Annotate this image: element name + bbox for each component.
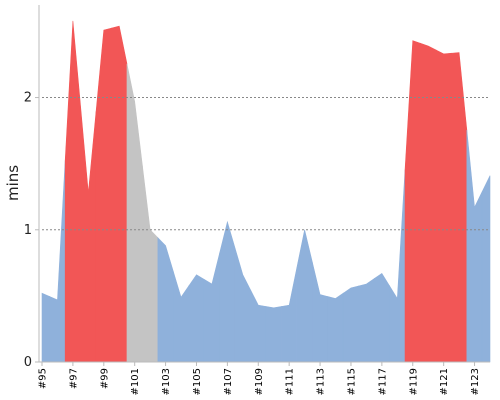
area-segment-build-118 [389,169,406,363]
x-tick-label: #121 [439,368,450,395]
x-tick-label: #107 [223,368,234,395]
area-segment-build-123 [466,129,483,363]
area-segment-build-117 [373,272,390,363]
x-tick-label: #113 [316,368,327,395]
x-tick-label: #119 [408,368,419,395]
x-tick-label: #115 [347,368,358,395]
area-segment-build-104 [173,271,190,363]
y-tick-label: 0 [24,355,32,370]
x-tick-label: #99 [99,368,110,389]
y-axis-label: mins [4,165,22,201]
area-segment-build-100 [111,25,128,363]
area-segment-build-110 [265,306,282,363]
area-segment-build-113 [312,262,329,363]
x-tick-label: #117 [377,368,388,395]
area-segment-build-115 [342,285,359,363]
area-segment-build-102 [142,165,159,363]
area-segment-build-121 [435,49,452,363]
area-segment-build-124 [481,175,491,363]
area-segment-build-107 [219,220,236,363]
area-segment-build-96 [49,160,66,363]
area-segment-build-106 [203,252,220,363]
area-segment-build-105 [188,274,205,363]
area-segment-build-103 [157,236,174,363]
area-segment-build-109 [250,289,267,363]
area-segment-build-120 [420,42,437,363]
y-axis: 0 1 2 [24,5,40,370]
area-segment-build-114 [327,292,344,363]
y-tick-label: 1 [24,223,32,238]
x-tick-label: #95 [38,368,49,389]
area-segment-build-122 [451,52,468,363]
x-tick-label: #109 [254,368,265,395]
area-segment-build-119 [404,40,421,363]
x-tick-label: #101 [130,368,141,395]
x-tick-label: #111 [285,368,296,395]
area-segment-build-101 [126,63,143,363]
x-tick-label: #103 [161,368,172,395]
y-gridlines [42,97,490,231]
area-segment-build-112 [296,229,313,363]
area-segment-build-95 [41,292,51,363]
y-tick-label: 2 [24,91,32,106]
x-tick-label: #123 [470,368,481,395]
area-segment-build-108 [234,248,251,363]
area-segment-build-97 [64,20,81,363]
x-tick-label: #97 [68,368,79,389]
area-segment-build-111 [281,267,298,363]
area-segment-build-116 [358,278,375,363]
x-axis: #95 #97 #99 #101 #103 #105 #107 #109 #111 #113 #11… [38,361,490,395]
area-segment-build-99 [95,27,112,363]
x-tick-label: #105 [192,368,203,395]
area-segment-build-98 [80,106,97,363]
duration-areas [41,20,491,363]
